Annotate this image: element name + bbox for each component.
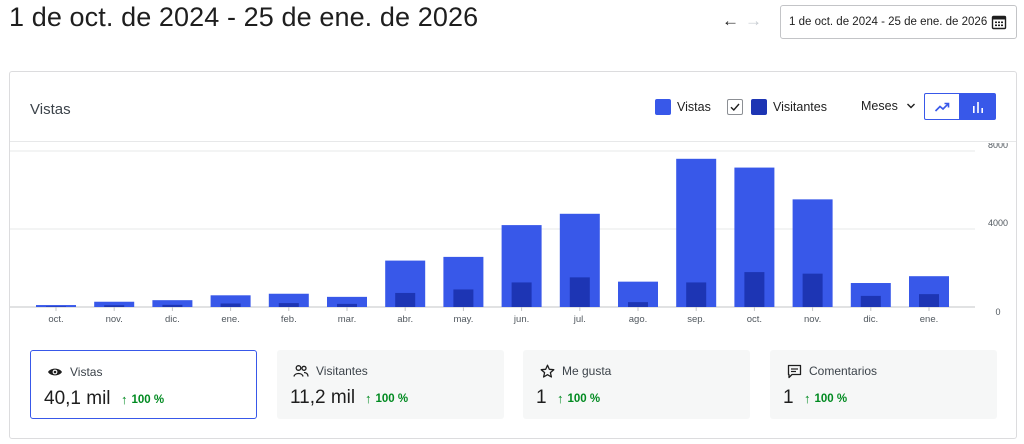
bar-chart-button[interactable] [960,93,996,120]
legend-views-label: Vistas [677,100,711,114]
period-select-label: Meses [861,99,898,113]
views-bar[interactable] [36,305,76,307]
x-tick-label: feb. [281,314,297,325]
visitors-bar[interactable] [686,282,707,307]
visitors-bar[interactable] [860,295,881,307]
x-tick-label: jun. [513,314,529,325]
visitors-bar[interactable] [919,294,939,307]
visitors-bar[interactable] [337,303,357,307]
stats-card: Vistas Vistas Visitantes Meses [9,71,1017,439]
x-tick-label: dic. [165,314,180,325]
x-tick-label: mar. [338,314,356,325]
visitors-bar[interactable] [46,306,66,307]
calendar-icon [991,15,1007,30]
arrow-up-icon: ↑ [804,391,811,406]
x-tick-label: ene. [920,314,939,325]
stat-tile-visitors[interactable]: Visitantes 11,2 mil ↑ 100 % [277,350,504,419]
visitors-bar[interactable] [511,282,532,307]
stat-value: 1 [536,387,547,408]
line-chart-button[interactable] [924,93,960,120]
date-range-label: 1 de oct. de 2024 - 25 de ene. de 2026 [789,16,988,28]
views-bar[interactable] [210,295,251,307]
trending-icon [934,102,950,112]
stat-label: Comentarios [809,364,878,378]
arrow-up-icon: ↑ [365,391,372,406]
page-title: 1 de oct. de 2024 - 25 de ene. de 2026 [9,2,479,32]
date-range-picker[interactable]: 1 de oct. de 2024 - 25 de ene. de 2026 [780,5,1017,39]
x-tick-label: nov. [106,314,123,325]
stat-change: ↑ 100 % [557,391,600,406]
visitors-swatch [751,99,767,115]
visitors-bar[interactable] [628,302,648,307]
stat-tile-likes[interactable]: Me gusta 1 ↑ 100 % [523,350,750,419]
stat-tile-views[interactable]: Vistas 40,1 mil ↑ 100 % [30,350,257,419]
stat-tile-comments[interactable]: Comentarios 1 ↑ 100 % [770,350,997,419]
views-bar[interactable] [327,296,367,307]
stat-change-value: 100 % [567,392,601,405]
card-title: Vistas [30,101,71,118]
y-tick-label: 0 [995,307,1000,317]
previous-period-arrow-icon[interactable]: ← [722,11,739,30]
chart-type-toggle [924,93,996,120]
stat-change-value: 100 % [131,393,165,406]
legend-visitors-toggle[interactable]: Visitantes [727,99,827,115]
stat-change: ↑ 100 % [365,391,408,406]
stat-value: 1 [783,387,794,408]
views-swatch [655,99,671,115]
visitors-bar[interactable] [744,272,765,307]
visitors-bar[interactable] [104,305,125,307]
arrow-up-icon: ↑ [557,391,564,406]
x-tick-label: nov. [804,314,821,325]
period-select[interactable]: Meses [861,99,916,113]
stat-label: Visitantes [316,364,368,378]
x-tick-label: oct. [48,314,63,325]
stat-tile-header: Vistas [47,364,102,380]
star-icon [539,363,555,379]
stat-change-value: 100 % [375,392,409,405]
visitors-checkbox[interactable] [727,99,743,115]
views-bar[interactable] [676,158,717,307]
visitors-bar[interactable] [162,304,183,307]
views-bar-chart: 8000 4000 0 oct. nov. dic. ene. feb. mar. abr. may… [10,143,1008,325]
y-tick-label: 8000 [988,143,1008,150]
x-tick-label: ene. [221,314,240,325]
stat-value: 11,2 mil [290,387,356,408]
legend-views: Vistas [655,99,711,115]
views-bar[interactable] [152,300,193,307]
x-tick-label: oct. [747,314,762,325]
chevron-down-icon [906,103,915,109]
x-tick-label: sep. [687,314,705,325]
visitors-bar[interactable] [569,277,590,307]
x-tick-label: may. [453,314,473,325]
stat-change: ↑ 100 % [804,391,847,406]
x-tick-label: dic. [863,314,878,325]
visitors-bar[interactable] [278,303,299,307]
next-period-arrow-icon[interactable]: → [745,11,762,30]
visitors-bar[interactable] [395,292,416,307]
visitors-bar[interactable] [220,303,241,307]
visitors-bar[interactable] [453,289,474,307]
stat-label: Vistas [70,365,103,379]
eye-icon [47,364,63,380]
views-bar[interactable] [94,301,135,307]
stat-change-value: 100 % [814,392,848,405]
x-tick-label: ago. [629,314,648,325]
stat-tile-header: Me gusta [539,363,611,379]
x-tick-label: abr. [397,314,413,325]
x-tick-label: jul. [573,314,586,325]
stat-tile-header: Visitantes [293,363,368,379]
checkmark-icon [730,103,740,112]
comment-icon [786,363,802,379]
visitors-bar[interactable] [802,273,823,307]
stat-label: Me gusta [562,364,612,378]
card-header: Vistas Vistas Visitantes Meses [10,72,1016,142]
legend-visitors-label: Visitantes [773,100,827,114]
stat-value: 40,1 mil [44,388,111,409]
people-icon [293,363,309,379]
stat-tile-header: Comentarios [786,363,877,379]
arrow-up-icon: ↑ [121,392,128,407]
y-tick-label: 4000 [988,218,1008,228]
stat-change: ↑ 100 % [121,392,164,407]
bar-chart-icon [973,101,983,113]
